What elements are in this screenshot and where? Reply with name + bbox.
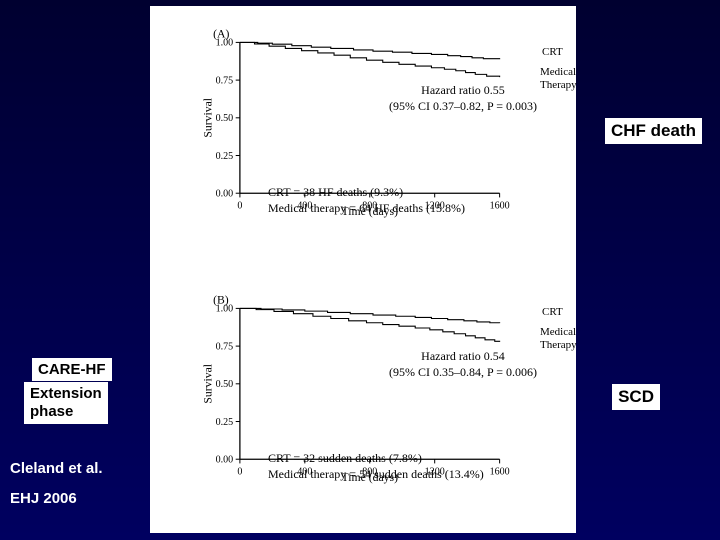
svg-text:1.00: 1.00 [216, 304, 234, 315]
svg-text:0.00: 0.00 [216, 189, 234, 200]
deaths-text-b: CRT = 32 sudden deaths (7.8%) Medical th… [268, 450, 484, 482]
svg-text:0.75: 0.75 [216, 75, 234, 86]
svg-text:0: 0 [237, 466, 242, 477]
curve-medical-a [240, 42, 500, 77]
figure-panel: (A) 0.000.250.500.751.00 040080012001600… [150, 6, 576, 533]
svg-text:0.25: 0.25 [216, 417, 234, 428]
hazard-text-b: Hazard ratio 0.54 (95% CI 0.35–0.84, P =… [368, 348, 558, 380]
curve-crt-b [240, 308, 500, 323]
svg-text:0.50: 0.50 [216, 379, 234, 390]
yticks-b: 0.00 0.25 0.50 0.75 1.00 [216, 304, 240, 466]
svg-text:1600: 1600 [490, 466, 510, 477]
svg-text:0.50: 0.50 [216, 113, 234, 124]
deaths-text-a: CRT = 38 HF deaths (9.3%) Medical therap… [268, 184, 465, 216]
deaths-b-line2: Medical therapy = 54 sudden deaths (13.4… [268, 466, 484, 482]
legend-crt-a: CRT [542, 46, 563, 59]
deaths-a-line1: CRT = 38 HF deaths (9.3%) [268, 184, 465, 200]
label-scd: SCD [612, 384, 660, 410]
ylabel-a: Survival [201, 97, 214, 137]
hazard-b-line2: (95% CI 0.35–0.84, P = 0.006) [368, 364, 558, 380]
svg-text:0.25: 0.25 [216, 151, 234, 162]
label-chf-death: CHF death [605, 118, 702, 144]
citation-line1: Cleland et al. [10, 460, 103, 477]
legend-crt-b: CRT [542, 306, 563, 319]
svg-text:0: 0 [237, 200, 242, 211]
svg-text:0.00: 0.00 [216, 455, 234, 466]
hazard-a-line1: Hazard ratio 0.55 [368, 82, 558, 98]
hazard-a-line2: (95% CI 0.37–0.82, P = 0.003) [368, 98, 558, 114]
yticks-a: 0.00 0.25 0.50 0.75 1.00 [216, 38, 240, 200]
svg-text:0.75: 0.75 [216, 341, 234, 352]
legend-med-a: Medical Therapy [540, 66, 577, 92]
label-care-hf: CARE-HF [32, 358, 112, 381]
svg-text:1.00: 1.00 [216, 38, 234, 49]
curve-crt-a [240, 42, 500, 59]
citation-line2: EHJ 2006 [10, 490, 77, 507]
svg-text:1600: 1600 [490, 200, 510, 211]
hazard-b-line1: Hazard ratio 0.54 [368, 348, 558, 364]
deaths-b-line1: CRT = 32 sudden deaths (7.8%) [268, 450, 484, 466]
deaths-a-line2: Medical therapy = 64 HF deaths (15.8%) [268, 200, 465, 216]
hazard-text-a: Hazard ratio 0.55 (95% CI 0.37–0.82, P =… [368, 82, 558, 114]
label-extension: Extensionphase [24, 382, 108, 424]
legend-med-b: Medical Therapy [540, 326, 577, 352]
ylabel-b: Survival [201, 363, 214, 403]
